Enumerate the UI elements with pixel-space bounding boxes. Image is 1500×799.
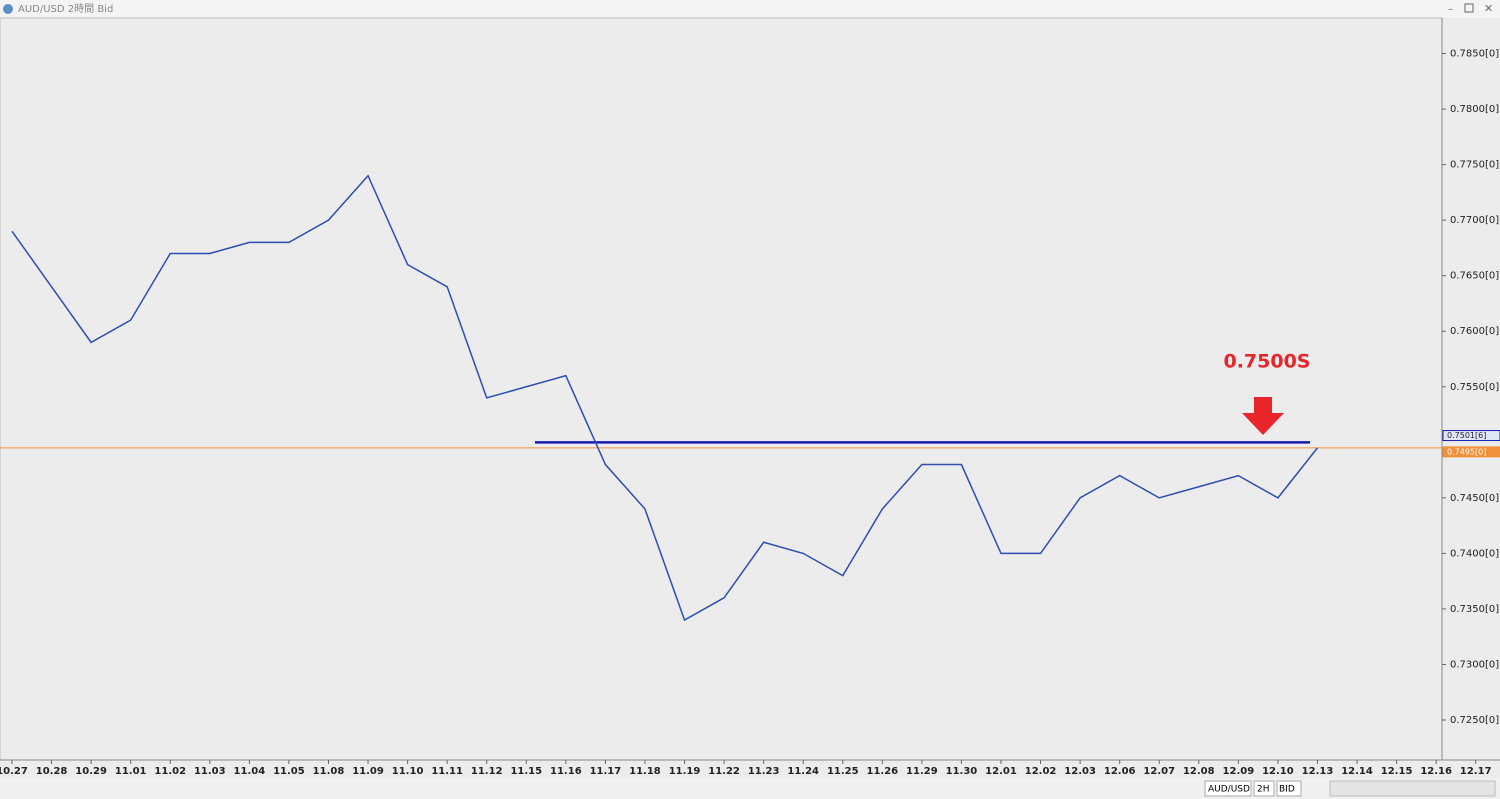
x-tick-label: 11.12 bbox=[471, 766, 503, 777]
x-tick-label: 12.16 bbox=[1420, 766, 1452, 777]
side-label: BID bbox=[1279, 785, 1295, 795]
x-tick-label: 11.16 bbox=[550, 766, 582, 777]
y-tick-label: 0.7600[0] bbox=[1450, 326, 1499, 337]
x-tick-label: 12.01 bbox=[985, 766, 1017, 777]
x-tick-label: 12.13 bbox=[1302, 766, 1334, 777]
x-tick-label: 11.19 bbox=[669, 766, 701, 777]
price-label: 0.7501[6] bbox=[1447, 431, 1486, 440]
x-tick-label: 11.04 bbox=[234, 766, 266, 777]
x-tick-label: 11.09 bbox=[352, 766, 384, 777]
price-label-box bbox=[1442, 446, 1500, 458]
x-tick-label: 12.09 bbox=[1223, 766, 1255, 777]
x-tick-label: 11.03 bbox=[194, 766, 226, 777]
y-tick-label: 0.7700[0] bbox=[1450, 215, 1499, 226]
x-tick-label: 10.29 bbox=[75, 766, 107, 777]
x-tick-label: 11.01 bbox=[115, 766, 147, 777]
x-tick-label: 12.07 bbox=[1143, 766, 1175, 777]
period-select[interactable] bbox=[1253, 780, 1275, 797]
y-tick-label: 0.7650[0] bbox=[1450, 271, 1499, 282]
x-tick-label: 12.02 bbox=[1025, 766, 1057, 777]
bottom-toolbar bbox=[0, 778, 1500, 799]
maximize-button[interactable] bbox=[1464, 3, 1474, 13]
close-button[interactable]: ✕ bbox=[1484, 2, 1493, 15]
y-tick-label: 0.7850[0] bbox=[1450, 49, 1499, 60]
annotation-arrow bbox=[1242, 397, 1284, 435]
x-tick-label: 12.17 bbox=[1460, 766, 1492, 777]
y-tick-label: 0.7350[0] bbox=[1450, 604, 1499, 615]
x-tick-label: 11.26 bbox=[866, 766, 898, 777]
x-tick-label: 11.22 bbox=[708, 766, 740, 777]
y-tick-label: 0.7250[0] bbox=[1450, 715, 1499, 726]
x-tick-label: 11.29 bbox=[906, 766, 938, 777]
x-tick-label: 12.10 bbox=[1262, 766, 1294, 777]
x-tick-label: 11.08 bbox=[313, 766, 345, 777]
tool-buttons[interactable] bbox=[1329, 780, 1496, 797]
x-tick-label: 11.17 bbox=[590, 766, 622, 777]
minimize-button[interactable]: – bbox=[1448, 4, 1453, 15]
x-tick-label: 11.18 bbox=[629, 766, 661, 777]
y-tick-label: 0.7800[0] bbox=[1450, 104, 1499, 115]
symbol-label: AUD/USD bbox=[1208, 785, 1250, 795]
x-tick-label: 11.25 bbox=[827, 766, 859, 777]
period-label: 2H bbox=[1257, 785, 1270, 795]
price-line bbox=[11, 174, 1319, 622]
price-label-box bbox=[1442, 430, 1500, 442]
symbol-select[interactable] bbox=[1204, 780, 1252, 797]
x-tick-label: 11.23 bbox=[748, 766, 780, 777]
x-tick-label: 11.24 bbox=[787, 766, 819, 777]
x-tick-label: 12.06 bbox=[1104, 766, 1136, 777]
x-tick-label: 11.05 bbox=[273, 766, 305, 777]
y-tick-label: 0.7750[0] bbox=[1450, 160, 1499, 171]
window-title: AUD/USD 2時間 Bid bbox=[18, 3, 113, 15]
x-tick-label: 11.02 bbox=[154, 766, 186, 777]
x-tick-label: 11.30 bbox=[946, 766, 978, 777]
y-tick-label: 0.7300[0] bbox=[1450, 659, 1499, 670]
annotation: 0.7500S bbox=[1223, 351, 1310, 373]
title-bar bbox=[0, 0, 1500, 18]
x-tick-label: 12.08 bbox=[1183, 766, 1215, 777]
side-select[interactable] bbox=[1276, 780, 1302, 797]
y-tick-label: 0.7550[0] bbox=[1450, 382, 1499, 393]
x-tick-label: 11.11 bbox=[431, 766, 463, 777]
x-tick-label: 11.10 bbox=[392, 766, 424, 777]
x-tick-label: 12.15 bbox=[1381, 766, 1413, 777]
x-tick-label: 12.03 bbox=[1064, 766, 1096, 777]
x-tick-label: 10.28 bbox=[36, 766, 68, 777]
plot-area bbox=[0, 17, 1443, 761]
app-icon bbox=[3, 4, 13, 14]
x-tick-label: 11.15 bbox=[510, 766, 542, 777]
price-label: 0.7495[0] bbox=[1447, 447, 1486, 456]
x-tick-label: 12.14 bbox=[1341, 766, 1373, 777]
y-tick-label: 0.7400[0] bbox=[1450, 548, 1499, 559]
x-tick-label: 10.27 bbox=[0, 766, 28, 777]
y-tick-label: 0.7450[0] bbox=[1450, 493, 1499, 504]
